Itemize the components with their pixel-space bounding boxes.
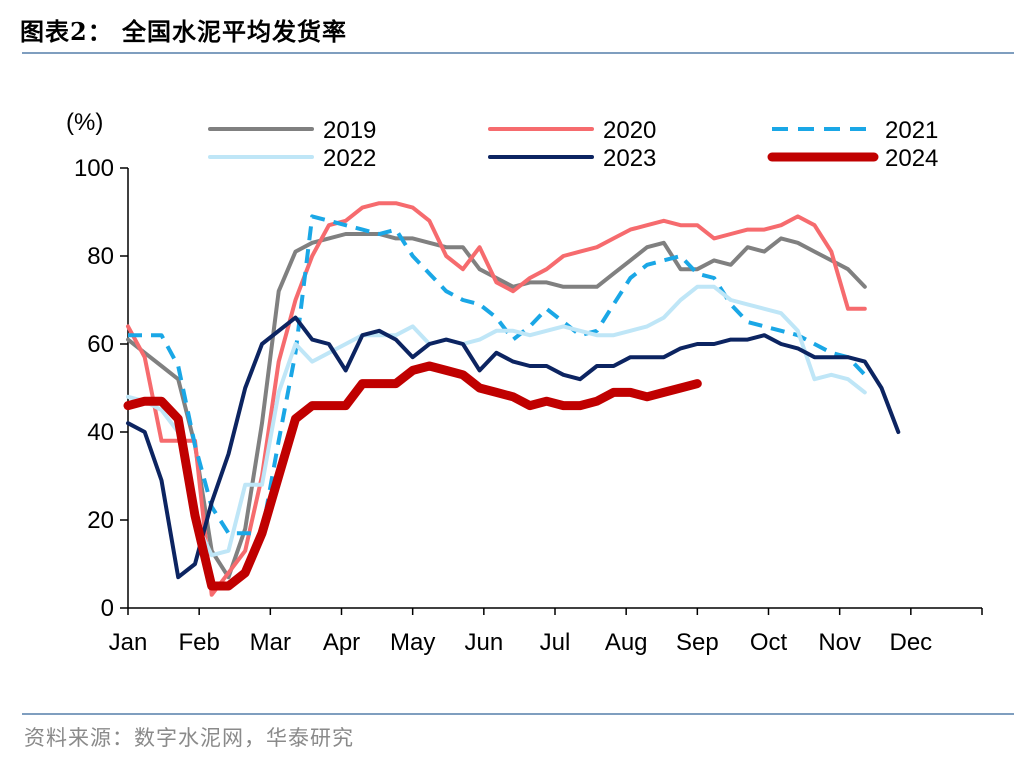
series-line-2023 (126, 315, 901, 580)
x-tick-label: Aug (605, 629, 648, 656)
x-tick-label: May (390, 629, 435, 656)
x-tick-label: Sep (676, 629, 719, 656)
series-line-2019 (126, 232, 867, 580)
series-layer (123, 201, 901, 597)
y-tick-label: 100 (74, 155, 114, 182)
series-line-2021 (128, 214, 867, 536)
legend: 2019 2020 2021 2022 2023 2024 (208, 117, 938, 172)
x-tick-label: Jul (540, 629, 571, 656)
y-tick-label: 40 (87, 419, 114, 446)
line-chart: 0 20 40 60 80 100 Jan Feb Mar Apr May Jun Jul Aug Sep O… (66, 109, 983, 656)
source-note: 资料来源：数字水泥网，华泰研究 (24, 726, 354, 750)
x-tick-label: Feb (178, 629, 219, 656)
x-tick-label: Oct (750, 629, 788, 656)
y-unit-label: (%) (66, 109, 103, 136)
legend-label-2021: 2021 (885, 117, 938, 144)
y-tick-label: 60 (87, 331, 114, 358)
title-divider (22, 52, 1014, 54)
axes: 0 20 40 60 80 100 Jan Feb Mar Apr May Jun Jul Aug Sep O… (74, 155, 983, 656)
series-line-2024 (123, 361, 702, 591)
y-tick-label: 20 (87, 507, 114, 534)
legend-label-2023: 2023 (603, 145, 656, 172)
x-tick-label: Jun (464, 629, 503, 656)
series-line-2022 (126, 284, 867, 558)
x-tick-label: Mar (250, 629, 291, 656)
x-tick-label: Apr (323, 629, 360, 656)
x-tick-label: Dec (889, 629, 932, 656)
y-tick-label: 0 (101, 595, 114, 622)
legend-label-2019: 2019 (323, 117, 376, 144)
legend-label-2022: 2022 (323, 145, 376, 172)
legend-label-2024: 2024 (885, 145, 938, 172)
figure-title: 图表2： 全国水泥平均发货率 (20, 17, 348, 46)
y-tick-label: 80 (87, 243, 114, 270)
x-tick-label: Nov (818, 629, 861, 656)
series-line-2020 (126, 201, 867, 597)
source-divider (22, 713, 1014, 715)
legend-label-2020: 2020 (603, 117, 656, 144)
x-tick-label: Jan (109, 629, 148, 656)
